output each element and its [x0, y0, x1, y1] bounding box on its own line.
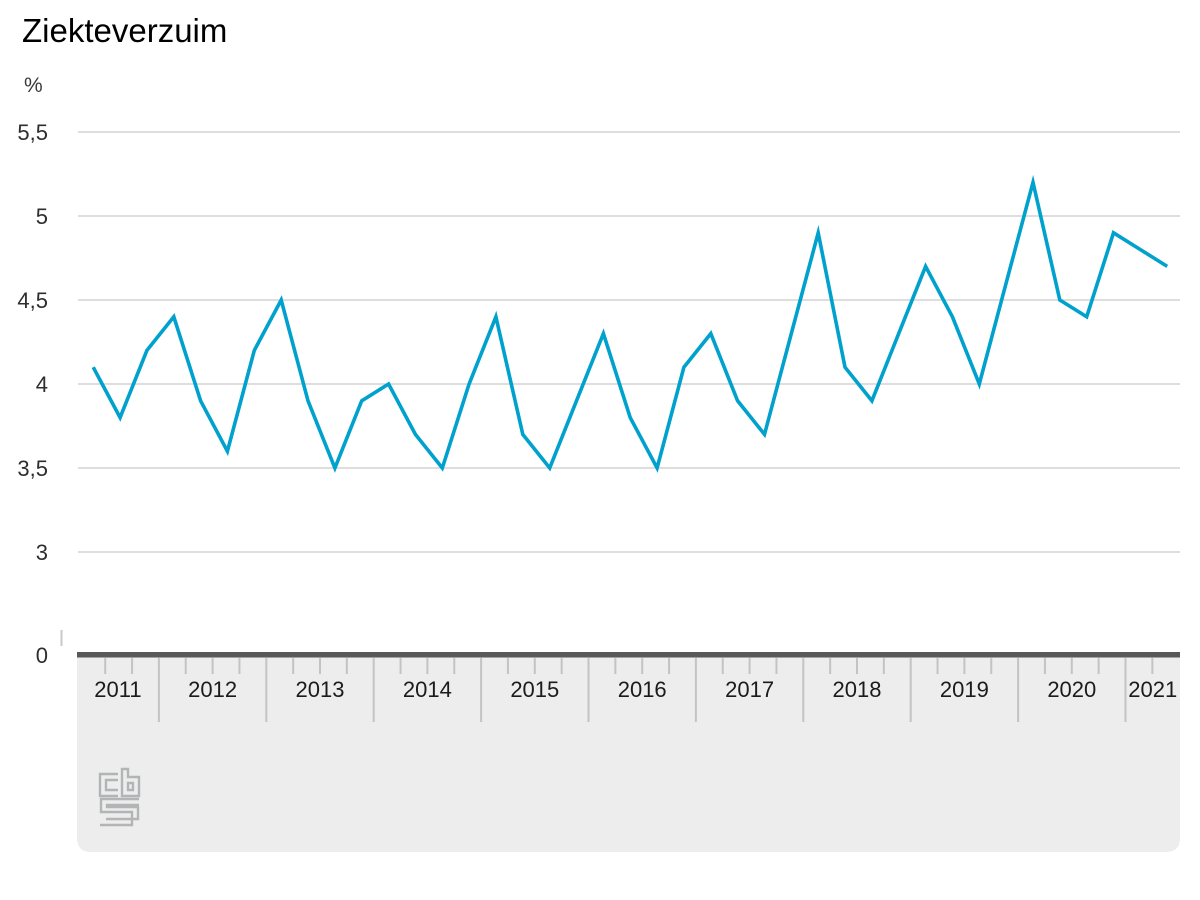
y-tick-label: 4,5	[17, 288, 48, 313]
y-tick-label: 0	[36, 643, 48, 668]
year-label: 2014	[403, 677, 452, 702]
data-series	[91, 174, 1169, 473]
y-tick-label: 5	[36, 204, 48, 229]
year-label: 2017	[725, 677, 774, 702]
cbs-logo-letter-c	[98, 772, 118, 798]
chart-title: Ziekteverzuim	[22, 12, 228, 49]
year-label: 2018	[833, 677, 882, 702]
y-tick-label: 3,5	[17, 456, 48, 481]
year-label: 2019	[940, 677, 989, 702]
year-label: 2020	[1047, 677, 1096, 702]
year-label: 2013	[296, 677, 345, 702]
x-axis-panel	[77, 657, 1180, 852]
cbs-logo	[98, 767, 141, 827]
y-axis-labels: 5,5 5 4,5 4 3,5 3 0	[17, 120, 48, 668]
cbs-logo-letter-b	[120, 767, 141, 798]
y-tick-label: 4	[36, 372, 48, 397]
gridlines	[78, 131, 1180, 553]
year-label: 2012	[188, 677, 237, 702]
y-axis-unit-label: %	[24, 74, 43, 97]
cbs-logo-letter-s	[99, 797, 140, 827]
y-tick-label: 3	[36, 540, 48, 565]
x-axis-zero-bar	[77, 652, 1180, 658]
y-tick-label: 5,5	[17, 120, 48, 145]
x-axis-year-labels: 2011 2012 2013 2014 2015 2016 2017 2018 2019 2020…	[94, 677, 1177, 702]
year-label: 2016	[618, 677, 667, 702]
year-label: 2011	[94, 677, 141, 702]
year-label: 2015	[510, 677, 559, 702]
data-line	[91, 174, 1169, 473]
year-label: 2021	[1128, 677, 1177, 702]
x-axis-ticks	[104, 658, 1154, 722]
